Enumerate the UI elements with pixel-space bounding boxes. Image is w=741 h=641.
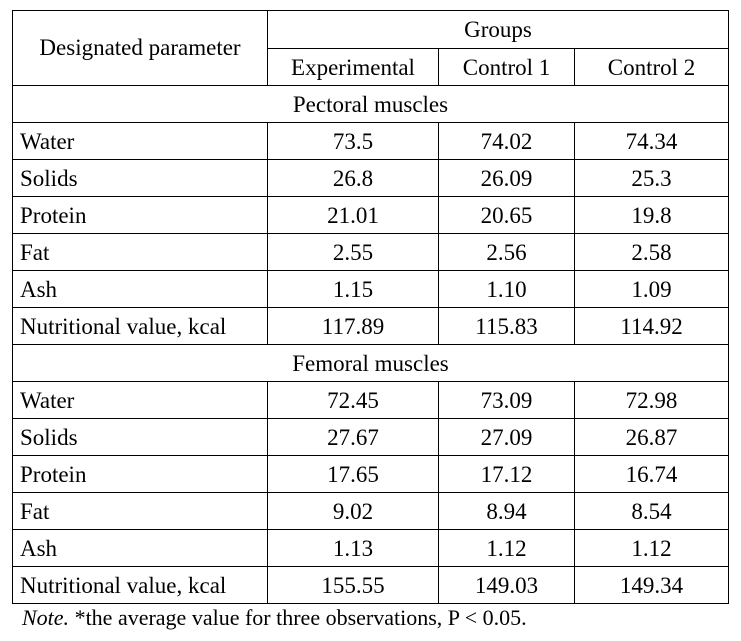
table-row: Water 72.45 73.09 72.98 <box>12 381 729 419</box>
cell-control-1: 1.12 <box>438 529 575 567</box>
row-parameter: Water <box>12 381 268 419</box>
table-row: Fat 9.02 8.94 8.54 <box>12 492 729 530</box>
row-parameter: Water <box>12 122 268 160</box>
table-row: Ash 1.13 1.12 1.12 <box>12 529 729 567</box>
cell-experimental: 117.89 <box>267 307 439 345</box>
cell-control-1: 1.10 <box>438 270 575 308</box>
cell-control-1: 73.09 <box>438 381 575 419</box>
table-row: Nutritional value, kcal 117.89 115.83 11… <box>12 307 729 345</box>
header-experimental: Experimental <box>267 48 439 86</box>
row-parameter: Fat <box>12 233 268 271</box>
header-groups: Groups <box>267 10 729 49</box>
row-parameter: Protein <box>12 196 268 234</box>
cell-control-2: 8.54 <box>574 492 729 530</box>
table-row: Protein 17.65 17.12 16.74 <box>12 455 729 493</box>
table-row: Ash 1.15 1.10 1.09 <box>12 270 729 308</box>
cell-control-2: 26.87 <box>574 418 729 456</box>
header-control-1: Control 1 <box>438 48 575 86</box>
cell-control-1: 115.83 <box>438 307 575 345</box>
table-row: Fat 2.55 2.56 2.58 <box>12 233 729 271</box>
section-row-femoral: Femoral muscles <box>12 344 729 382</box>
cell-experimental: 17.65 <box>267 455 439 493</box>
cell-experimental: 155.55 <box>267 566 439 604</box>
cell-control-2: 25.3 <box>574 159 729 197</box>
table-row: Solids 26.8 26.09 25.3 <box>12 159 729 197</box>
table-note: Note. *the average value for three obser… <box>22 605 527 631</box>
row-parameter: Ash <box>12 529 268 567</box>
cell-control-1: 27.09 <box>438 418 575 456</box>
header-parameter-label: Designated parameter <box>39 35 241 60</box>
cell-control-1: 74.02 <box>438 122 575 160</box>
cell-control-1: 17.12 <box>438 455 575 493</box>
cell-control-1: 149.03 <box>438 566 575 604</box>
cell-control-2: 1.12 <box>574 529 729 567</box>
cell-experimental: 21.01 <box>267 196 439 234</box>
row-parameter: Protein <box>12 455 268 493</box>
cell-experimental: 72.45 <box>267 381 439 419</box>
row-parameter: Nutritional value, kcal <box>12 307 268 345</box>
cell-control-2: 19.8 <box>574 196 729 234</box>
cell-experimental: 27.67 <box>267 418 439 456</box>
cell-control-2: 2.58 <box>574 233 729 271</box>
row-parameter: Nutritional value, kcal <box>12 566 268 604</box>
cell-control-2: 74.34 <box>574 122 729 160</box>
cell-control-2: 149.34 <box>574 566 729 604</box>
cell-experimental: 73.5 <box>267 122 439 160</box>
cell-control-2: 114.92 <box>574 307 729 345</box>
cell-experimental: 2.55 <box>267 233 439 271</box>
cell-control-1: 8.94 <box>438 492 575 530</box>
cell-control-1: 20.65 <box>438 196 575 234</box>
cell-experimental: 9.02 <box>267 492 439 530</box>
table-row: Water 73.5 74.02 74.34 <box>12 122 729 160</box>
row-parameter: Fat <box>12 492 268 530</box>
section-row-pectoral: Pectoral muscles <box>12 85 729 123</box>
header-control-2: Control 2 <box>574 48 729 86</box>
table-row: Solids 27.67 27.09 26.87 <box>12 418 729 456</box>
section-title: Femoral muscles <box>12 344 729 382</box>
cell-control-2: 72.98 <box>574 381 729 419</box>
cell-experimental: 26.8 <box>267 159 439 197</box>
nutrition-table: Designated parameter Groups Experimental… <box>12 10 729 604</box>
cell-control-1: 26.09 <box>438 159 575 197</box>
note-label: Note. <box>22 605 70 630</box>
row-parameter: Solids <box>12 159 268 197</box>
cell-control-2: 16.74 <box>574 455 729 493</box>
header-designated-parameter: Designated parameter <box>12 10 268 86</box>
row-parameter: Solids <box>12 418 268 456</box>
table-row: Protein 21.01 20.65 19.8 <box>12 196 729 234</box>
cell-control-2: 1.09 <box>574 270 729 308</box>
cell-control-1: 2.56 <box>438 233 575 271</box>
header-groups-label: Groups <box>464 17 532 42</box>
cell-experimental: 1.15 <box>267 270 439 308</box>
section-title: Pectoral muscles <box>12 85 729 123</box>
cell-experimental: 1.13 <box>267 529 439 567</box>
note-text: *the average value for three observation… <box>69 605 527 630</box>
row-parameter: Ash <box>12 270 268 308</box>
table-row: Nutritional value, kcal 155.55 149.03 14… <box>12 566 729 604</box>
